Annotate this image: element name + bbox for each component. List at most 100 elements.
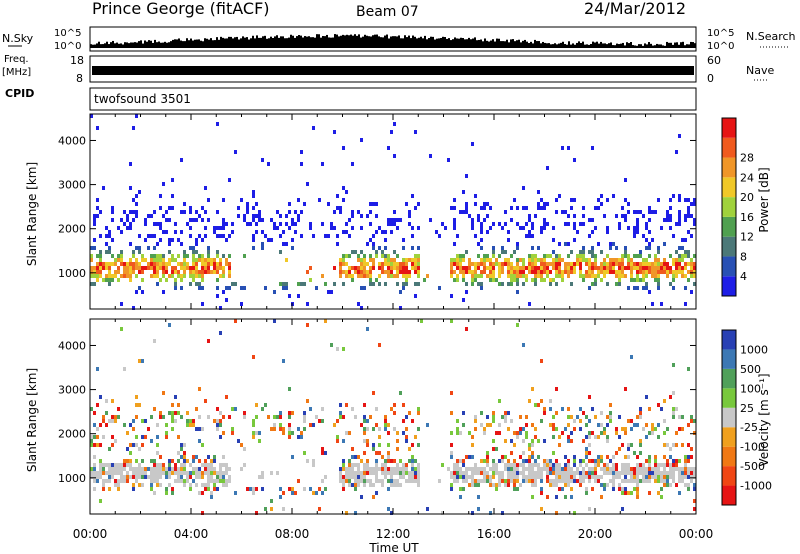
heatmap-cell <box>150 471 153 475</box>
heatmap-cell <box>693 254 696 258</box>
heatmap-cell <box>333 130 336 134</box>
heatmap-cell <box>99 443 102 447</box>
heatmap-cell <box>372 262 375 266</box>
heatmap-cell <box>519 270 522 274</box>
heatmap-cell <box>216 226 219 230</box>
heatmap-cell <box>390 479 393 483</box>
nsky-bar <box>668 42 670 48</box>
heatmap-cell <box>153 339 156 343</box>
heatmap-cell <box>174 471 177 475</box>
heatmap-cell <box>546 266 549 270</box>
heatmap-cell <box>357 270 360 274</box>
heatmap-cell <box>291 411 294 415</box>
heatmap-cell <box>216 407 219 411</box>
heatmap-cell <box>588 479 591 483</box>
heatmap-cell <box>234 282 237 286</box>
nsky-bar <box>382 37 384 48</box>
heatmap-cell <box>141 258 144 262</box>
heatmap-cell <box>291 487 294 491</box>
heatmap-cell <box>327 290 330 294</box>
heatmap-cell <box>342 487 345 491</box>
nsky-bar <box>272 37 274 48</box>
heatmap-cell <box>642 278 645 282</box>
heatmap-cell <box>468 266 471 270</box>
heatmap-cell <box>225 298 228 302</box>
heatmap-cell <box>153 475 156 479</box>
heatmap-cell <box>693 475 696 479</box>
heatmap-cell <box>285 242 288 246</box>
heatmap-cell <box>552 250 555 254</box>
heatmap-cell <box>594 254 597 258</box>
heatmap-cell <box>180 230 183 234</box>
nsky-bar <box>146 41 148 48</box>
heatmap-cell <box>543 222 546 226</box>
heatmap-cell <box>261 471 264 475</box>
heatmap-cell <box>573 198 576 202</box>
heatmap-cell <box>90 266 93 270</box>
heatmap-cell <box>138 246 141 250</box>
heatmap-cell <box>93 246 96 250</box>
heatmap-cell <box>555 282 558 286</box>
heatmap-cell <box>591 254 594 258</box>
heatmap-cell <box>612 262 615 266</box>
heatmap-cell <box>153 234 156 238</box>
heatmap-cell <box>522 282 525 286</box>
heatmap-cell <box>513 198 516 202</box>
heatmap-cell <box>396 218 399 222</box>
heatmap-cell <box>363 467 366 471</box>
heatmap-cell <box>582 278 585 282</box>
heatmap-cell <box>657 246 660 250</box>
heatmap-cell <box>681 415 684 419</box>
heatmap-cell <box>210 459 213 463</box>
heatmap-cell <box>171 254 174 258</box>
heatmap-cell <box>99 459 102 463</box>
heatmap-cell <box>375 475 378 479</box>
heatmap-cell <box>207 471 210 475</box>
ytick-label: 4000 <box>58 339 86 352</box>
heatmap-cell <box>480 274 483 278</box>
heatmap-cell <box>483 206 486 210</box>
heatmap-cell <box>657 282 660 286</box>
heatmap-cell <box>309 222 312 226</box>
heatmap-cell <box>150 266 153 270</box>
heatmap-cell <box>516 471 519 475</box>
heatmap-cell <box>396 479 399 483</box>
nsky-bar <box>546 43 548 48</box>
heatmap-cell <box>111 415 114 419</box>
heatmap-cell <box>168 463 171 467</box>
nsky-bar <box>440 37 442 48</box>
heatmap-cell <box>564 210 567 214</box>
heatmap-cell <box>672 274 675 278</box>
heatmap-cell <box>192 262 195 266</box>
heatmap-cell <box>348 218 351 222</box>
heatmap-cell <box>501 459 504 463</box>
heatmap-cell <box>213 262 216 266</box>
nsky-bar <box>436 38 438 48</box>
heatmap-cell <box>606 266 609 270</box>
heatmap-cell <box>396 270 399 274</box>
heatmap-cell <box>363 403 366 407</box>
nsky-bar <box>102 44 104 48</box>
heatmap-cell <box>474 463 477 467</box>
nsearch-tick-high: 10^5 <box>707 28 734 39</box>
heatmap-cell <box>642 234 645 238</box>
heatmap-cell <box>291 491 294 495</box>
heatmap-cell <box>555 495 558 499</box>
heatmap-cell <box>624 455 627 459</box>
heatmap-cell <box>570 487 573 491</box>
nsky-bar <box>406 37 408 48</box>
heatmap-cell <box>360 270 363 274</box>
heatmap-cell <box>120 475 123 479</box>
heatmap-cell <box>387 455 390 459</box>
heatmap-cell <box>684 302 687 306</box>
heatmap-cell <box>465 471 468 475</box>
heatmap-cell <box>594 262 597 266</box>
heatmap-cell <box>597 459 600 463</box>
heatmap-cell <box>369 222 372 226</box>
heatmap-cell <box>180 286 183 290</box>
heatmap-cell <box>678 214 681 218</box>
heatmap-cell <box>672 479 675 483</box>
heatmap-cell <box>393 154 396 158</box>
heatmap-cell <box>672 278 675 282</box>
